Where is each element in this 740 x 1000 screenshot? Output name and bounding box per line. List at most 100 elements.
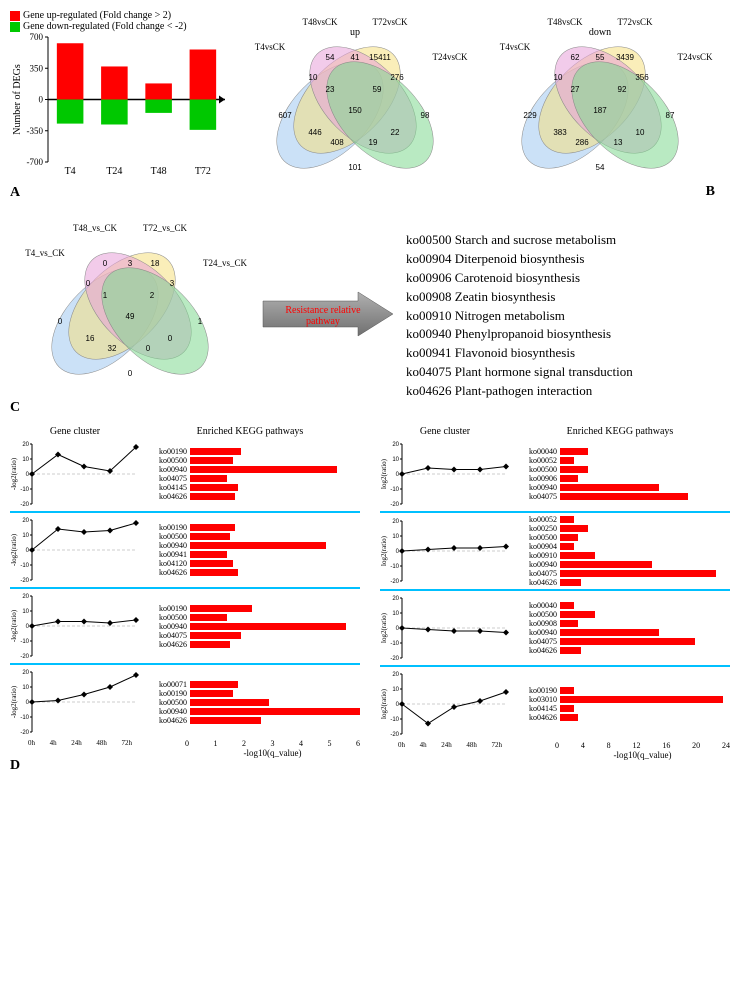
pathway-list: ko00500 Starch and sucrose metabolismko0… [406,231,633,401]
kegg-bar: ko00071 [145,680,360,689]
svg-text:15411: 15411 [369,53,391,62]
svg-text:18: 18 [151,259,160,268]
kegg-bar: ko00190 [145,523,360,532]
svg-text:27: 27 [571,85,580,94]
bar-list: ko00071ko00190ko00500ko00940ko04626 [140,680,360,725]
kegg-bar: ko00940 [145,622,360,631]
svg-text:62: 62 [571,53,580,62]
svg-text:54: 54 [596,163,605,172]
kegg-bar: ko00940 [145,707,360,716]
kegg-bar: ko04075 [515,492,730,501]
svg-text:20: 20 [392,672,399,678]
svg-text:-20: -20 [390,579,399,585]
svg-text:-10: -10 [390,564,399,570]
svg-text:-20: -20 [390,732,399,738]
svg-text:10: 10 [309,73,318,82]
kegg-bar: ko00940 [145,465,360,474]
svg-text:-20: -20 [20,730,29,736]
svg-text:16: 16 [86,334,95,343]
svg-text:log2(ratio): log2(ratio) [380,612,388,643]
top-row: Gene up-regulated (Fold change > 2) Gene… [10,10,730,201]
svg-text:-20: -20 [20,502,29,508]
legend-down-text: Gene down-regulated (Fold change < -2) [23,21,187,32]
svg-text:T72vsCK: T72vsCK [617,17,653,27]
svg-text:229: 229 [523,111,537,120]
kegg-bar: ko00500 [145,698,360,707]
svg-text:150: 150 [348,106,362,115]
kegg-bar: ko00052 [515,456,730,465]
kegg-bar: ko00500 [515,610,730,619]
kegg-bar: ko00906 [515,474,730,483]
kegg-bar: ko04075 [145,631,360,640]
pathway-item: ko04075 Plant hormone signal transductio… [406,363,633,382]
svg-text:20: 20 [392,442,399,448]
svg-text:-log2(ratio): -log2(ratio) [10,685,18,718]
svg-text:55: 55 [596,53,605,62]
svg-text:-20: -20 [390,656,399,662]
kegg-bar: ko00908 [515,619,730,628]
bar-list: ko00190ko00500ko00940ko04075ko04626 [140,604,360,649]
xticks-right: 0h4h24h48h72h [380,741,510,749]
pathway-item: ko00940 Phenylpropanoid biosynthesis [406,325,633,344]
bar-list: ko00190ko03010ko04145ko04626 [510,686,730,722]
kegg-bar: ko04626 [515,646,730,655]
svg-text:19: 19 [369,138,378,147]
kegg-bar: ko00940 [515,560,730,569]
bar-list: ko00190ko00500ko00940ko04075ko04145ko046… [140,447,360,501]
figure-root: Gene up-regulated (Fold change > 2) Gene… [10,10,730,774]
bar-list: ko00040ko00052ko00500ko00906ko00940ko040… [510,447,730,501]
svg-text:T24vsCK: T24vsCK [432,52,468,62]
kegg-bar: ko00500 [145,613,360,622]
kegg-bar: ko00500 [515,465,730,474]
svg-text:log2(ratio): log2(ratio) [380,535,388,566]
svg-text:0: 0 [396,702,400,708]
d-header-right: Gene cluster Enriched KEGG pathways [380,426,730,437]
svg-text:92: 92 [618,85,627,94]
svg-text:32: 32 [108,344,117,353]
kegg-bar: ko00190 [145,604,360,613]
bar-axis-left: 0123456 [140,739,360,748]
d-header-left: Gene cluster Enriched KEGG pathways [10,426,360,437]
kegg-bar: ko00052 [515,515,730,524]
label-b: B [706,184,715,200]
svg-text:0: 0 [396,549,400,555]
line-chart: -20-1001020log2(ratio) [380,439,510,509]
svg-text:-10: -10 [20,639,29,645]
svg-text:-log2(ratio): -log2(ratio) [10,533,18,566]
svg-text:-350: -350 [27,126,44,136]
svg-text:20: 20 [22,594,29,600]
svg-text:10: 10 [22,685,29,691]
svg-text:down: down [589,27,611,38]
d-row: -20-1001020log2(ratio) ko00040ko00052ko0… [380,437,730,513]
d-row: -20-1001020log2(ratio) ko00052ko00250ko0… [380,513,730,591]
pathway-item: ko00910 Nitrogen metabolism [406,307,633,326]
kegg-bar: ko04120 [145,559,360,568]
kegg-bar: ko00250 [515,524,730,533]
svg-text:0: 0 [396,472,400,478]
svg-text:20: 20 [22,518,29,524]
legend-swatch-red [10,11,20,21]
d-row: -20-1001020log2(ratio) ko00190ko03010ko0… [380,667,730,741]
svg-text:T72: T72 [195,166,211,177]
kegg-bar: ko04145 [515,704,730,713]
svg-text:T48vsCK: T48vsCK [547,17,583,27]
svg-text:20: 20 [392,519,399,525]
label-c: C [10,400,20,416]
kegg-bar: ko00500 [515,533,730,542]
svg-text:0: 0 [86,279,91,288]
svg-text:0: 0 [396,626,400,632]
d-row: -20-1001020log2(ratio) ko00040ko00500ko0… [380,591,730,667]
svg-text:87: 87 [666,111,675,120]
kegg-bar: ko04626 [145,640,360,649]
kegg-bar: ko00190 [145,689,360,698]
kegg-bar: ko00500 [145,456,360,465]
header-gene-cluster-r: Gene cluster [380,426,510,437]
svg-text:log2(ratio): log2(ratio) [380,458,388,489]
svg-text:0: 0 [26,700,30,706]
panel-d: Gene cluster Enriched KEGG pathways -20 -… [10,426,730,774]
header-kegg-l: Enriched KEGG pathways [140,426,360,437]
svg-text:10: 10 [22,533,29,539]
svg-text:408: 408 [330,138,344,147]
line-chart: -20-1001020log2(ratio) [380,516,510,586]
header-gene-cluster-l: Gene cluster [10,426,140,437]
